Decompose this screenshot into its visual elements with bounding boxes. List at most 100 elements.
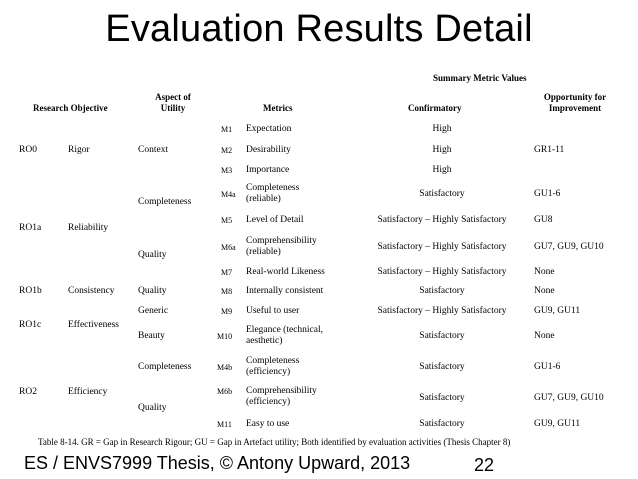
- metric-name-line-1: Desirability: [246, 145, 291, 155]
- aspect-of-utility: Beauty: [138, 331, 165, 341]
- metric-code: M2: [221, 146, 233, 155]
- opportunity-header-line-2: Improvement: [548, 103, 602, 113]
- confirmatory-value: Satisfactory: [419, 286, 465, 296]
- metric-name-line-2: (efficiency): [246, 396, 291, 407]
- metric-name: Comprehensibility (efficiency): [246, 386, 317, 407]
- opportunity-value: GU7, GU9, GU10: [534, 242, 604, 252]
- research-objective-code: RO1a: [19, 223, 42, 233]
- confirmatory-value: High: [432, 124, 452, 134]
- slide-title: Evaluation Results Detail: [105, 8, 533, 50]
- metric-name-line-1: Expectation: [246, 124, 292, 134]
- confirmatory-value: Satisfactory: [419, 362, 465, 372]
- confirmatory-value: Satisfactory: [419, 189, 465, 199]
- aspect-of-utility: Context: [138, 145, 169, 155]
- opportunity-value: GU1-6: [534, 362, 561, 372]
- metric-code: M10: [217, 332, 233, 341]
- opportunity-value: GU9, GU11: [534, 419, 581, 429]
- metric-name-line-2: (reliable): [246, 193, 281, 204]
- metric-name-line-1: Internally consistent: [246, 286, 324, 296]
- aspect-of-utility: Quality: [138, 286, 167, 296]
- research-objective-header: Research Objective: [33, 103, 108, 113]
- page-number: 22: [474, 455, 495, 475]
- metric-code: M4b: [217, 363, 233, 372]
- metric-name-line-2: aesthetic): [246, 335, 283, 346]
- confirmatory-value: High: [432, 165, 452, 175]
- metric-name-line-1: Useful to user: [246, 306, 300, 316]
- opportunity-value: GU9, GU11: [534, 306, 581, 316]
- metric-code: M3: [221, 166, 233, 175]
- metric-name-line-1: Level of Detail: [246, 215, 304, 225]
- aspect-of-utility: Quality: [138, 403, 167, 413]
- metric-name-line-1: Completeness: [246, 356, 300, 366]
- opportunity-value: None: [534, 286, 555, 296]
- aspect-header-line-1: Aspect of: [155, 92, 191, 102]
- aspect-of-utility: Generic: [138, 306, 169, 316]
- metric-name: Real-world Likeness: [246, 267, 325, 278]
- confirmatory-value: Satisfactory: [419, 331, 465, 341]
- research-objective-name: Efficiency: [68, 387, 108, 397]
- opportunity-value: GU8: [534, 215, 553, 225]
- metric-name-line-1: Elegance (technical,: [246, 325, 324, 335]
- metric-name-line-1: Comprehensibility: [246, 386, 317, 396]
- confirmatory-value: Satisfactory – Highly Satisfactory: [377, 267, 507, 277]
- metric-name: Useful to user: [246, 306, 299, 317]
- research-objective-name: Rigor: [68, 145, 90, 155]
- metric-code: M9: [221, 307, 233, 316]
- metrics-header: Metrics: [263, 103, 293, 113]
- confirmatory-value: Satisfactory – Highly Satisfactory: [377, 242, 507, 252]
- metric-name-line-1: Real-world Likeness: [246, 267, 325, 277]
- metric-name: Completeness (efficiency): [246, 356, 299, 377]
- research-objective-name: Consistency: [68, 286, 115, 296]
- metric-name: Importance: [246, 165, 289, 176]
- aspect-header-line-2: Utility: [160, 103, 186, 113]
- opportunity-value: None: [534, 331, 555, 341]
- opportunity-value: GU1-6: [534, 189, 561, 199]
- metric-code: M8: [221, 287, 233, 296]
- metric-name-line-1: Comprehensibility: [246, 236, 317, 246]
- metric-name: Level of Detail: [246, 215, 304, 226]
- opportunity-value: GU7, GU9, GU10: [534, 393, 604, 403]
- metric-name-line-1: Importance: [246, 165, 290, 175]
- research-objective-name: Reliability: [68, 223, 109, 233]
- research-objective-code: RO2: [19, 387, 37, 397]
- metric-code: M7: [221, 268, 233, 277]
- metric-name: Desirability: [246, 145, 291, 156]
- opportunity-value: None: [534, 267, 555, 277]
- metric-code: M4a: [221, 190, 236, 199]
- aspect-of-utility-header: Aspect of Utility: [138, 92, 208, 114]
- metric-name-line-1: Completeness: [246, 183, 300, 193]
- metric-code: M6a: [221, 243, 236, 252]
- metric-name: Completeness (reliable): [246, 183, 299, 204]
- confirmatory-header: Confirmatory: [408, 103, 462, 113]
- metric-name: Elegance (technical, aesthetic): [246, 325, 323, 346]
- confirmatory-value: High: [432, 145, 452, 155]
- opportunity-header-line-1: Opportunity for: [543, 92, 607, 102]
- research-objective-code: RO1b: [19, 286, 42, 296]
- confirmatory-value: Satisfactory – Highly Satisfactory: [377, 306, 507, 316]
- metric-name: Internally consistent: [246, 286, 323, 297]
- aspect-of-utility: Completeness: [138, 362, 192, 372]
- confirmatory-value: Satisfactory – Highly Satisfactory: [377, 215, 507, 225]
- opportunity-for-improvement-header: Opportunity for Improvement: [530, 92, 620, 114]
- metric-code: M11: [217, 420, 232, 429]
- footer-copyright: ES / ENVS7999 Thesis, © Antony Upward, 2…: [24, 453, 411, 473]
- summary-metric-values-header: Summary Metric Values: [433, 73, 527, 83]
- metric-name: Easy to use: [246, 419, 289, 430]
- metric-code: M5: [221, 216, 233, 225]
- metric-name-line-2: (reliable): [246, 246, 281, 257]
- research-objective-code: RO1c: [19, 320, 42, 330]
- confirmatory-value: Satisfactory: [419, 393, 465, 403]
- metric-code: M1: [221, 125, 233, 134]
- confirmatory-value: Satisfactory: [419, 419, 465, 429]
- research-objective-name: Effectiveness: [68, 320, 119, 330]
- research-objective-code: RO0: [19, 145, 37, 155]
- metric-name-line-1: Easy to use: [246, 419, 290, 429]
- metric-name: Expectation: [246, 124, 291, 135]
- metric-code: M6b: [217, 387, 233, 396]
- metric-name: Comprehensibility (reliable): [246, 236, 317, 257]
- table-caption: Table 8-14. GR = Gap in Research Rigour;…: [38, 437, 511, 447]
- opportunity-value: GR1-11: [534, 145, 565, 155]
- metric-name-line-2: (efficiency): [246, 366, 291, 377]
- aspect-of-utility: Completeness: [138, 197, 192, 207]
